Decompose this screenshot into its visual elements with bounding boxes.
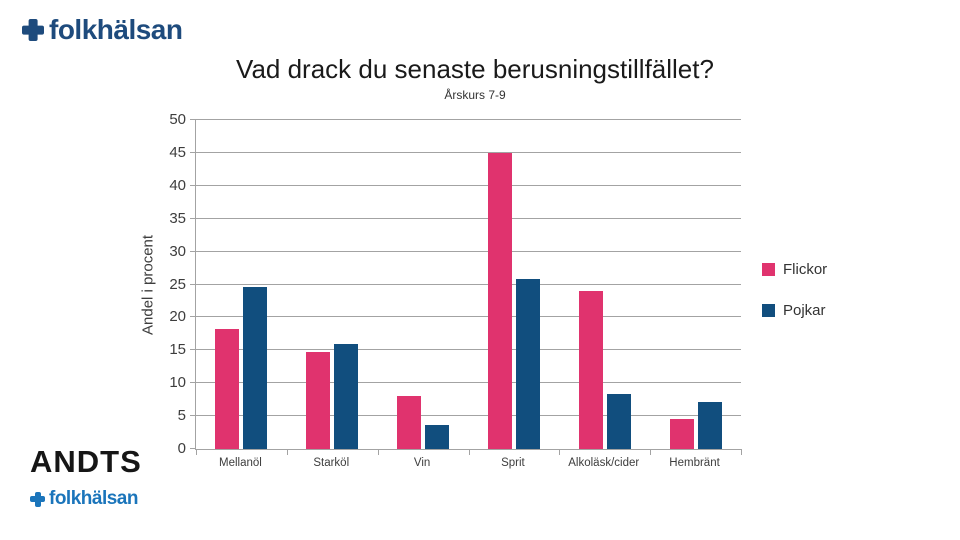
gridline [196, 349, 741, 351]
bar-pojkar-2 [425, 425, 450, 449]
folkhalsan-cross-icon [30, 492, 45, 507]
gridline [196, 151, 741, 153]
bar-flickor-2 [397, 395, 422, 449]
y-tick-label: 40 [169, 176, 186, 194]
andts-logo-text: ANDTS [30, 444, 142, 479]
folkhalsan-logo-text: folkhälsan [49, 488, 138, 509]
bar-group [378, 120, 469, 449]
x-tick-label: Vin [413, 457, 431, 469]
x-tick-label: Hembränt [669, 457, 720, 469]
bar-pojkar-3 [515, 278, 540, 449]
gridline [196, 415, 741, 417]
legend-item: Pojkar [762, 301, 827, 319]
y-tick-labels: 0 5 10 15 20 25 30 35 40 45 50 [128, 111, 186, 457]
y-tick-mark [190, 217, 196, 219]
chart-subtitle: Årskurs 7-9 [444, 88, 506, 102]
gridline [196, 184, 741, 186]
bar-pojkar-1 [334, 344, 359, 449]
y-tick-label: 25 [169, 275, 186, 293]
bar-flickor-1 [306, 352, 331, 449]
legend-item: Flickor [762, 260, 827, 278]
y-tick-label: 50 [169, 111, 186, 128]
y-tick-label: 35 [169, 209, 186, 227]
x-tick-mark [196, 449, 197, 455]
y-tick-label: 0 [177, 440, 186, 457]
folkhalsan-logo: folkhälsan [22, 14, 183, 46]
y-tick-mark [190, 415, 196, 417]
x-tick-mark [741, 449, 742, 455]
gridline [196, 382, 741, 384]
y-tick-mark [190, 151, 196, 153]
bar-flickor-4 [578, 291, 603, 449]
bar-pojkar-0 [243, 287, 268, 449]
y-tick-mark [190, 119, 196, 120]
gridline [196, 250, 741, 252]
y-tick-mark [190, 184, 196, 186]
x-tick-mark [650, 449, 652, 455]
bar-group [287, 120, 378, 449]
x-tick-label: Alkoläsk/cider [568, 457, 640, 469]
bar-flickor-5 [669, 418, 694, 449]
folkhalsan-cross-icon [22, 19, 44, 41]
y-tick-mark [190, 283, 196, 285]
x-tick-label: Sprit [501, 457, 525, 469]
gridline [196, 316, 741, 318]
x-tick-mark [468, 449, 470, 455]
bar-group [196, 120, 287, 449]
x-tick-label: Starköl [313, 457, 350, 469]
bar-group [559, 120, 650, 449]
gridline [196, 283, 741, 285]
legend-label: Pojkar [783, 301, 826, 319]
x-tick-mark [377, 449, 379, 455]
bar-pojkar-5 [697, 401, 722, 449]
y-tick-mark [190, 316, 196, 318]
x-tick-labels: Mellanöl Starköl Vin Sprit Alkoläsk/cider Hem… [195, 457, 740, 469]
y-tick-label: 10 [169, 374, 186, 392]
bar-flickor-0 [215, 328, 240, 449]
y-tick-label: 5 [177, 407, 186, 425]
legend-label: Flickor [783, 260, 828, 278]
plot-area [190, 119, 742, 455]
folkhalsan-logo-text: folkhälsan [49, 14, 183, 45]
y-tick-mark [190, 250, 196, 252]
bar-pojkar-4 [606, 394, 631, 449]
y-tick-mark [190, 448, 196, 449]
gridline [196, 119, 741, 120]
bar-group [650, 120, 741, 449]
legend-swatch-pojkar [762, 303, 775, 317]
footer-folkhalsan-logo: folkhälsan [30, 488, 138, 510]
y-tick-label: 45 [169, 143, 186, 161]
title-block: Vad drack du senaste berusningstillfälle… [0, 54, 950, 102]
y-tick-mark [190, 382, 196, 384]
legend-swatch-flickor [762, 262, 775, 276]
x-tick-mark [286, 449, 288, 455]
gridline [196, 217, 741, 219]
x-tick-label: Mellanöl [219, 457, 262, 469]
y-tick-label: 30 [169, 242, 186, 260]
bar-groups [196, 120, 741, 449]
y-tick-label: 20 [169, 308, 186, 326]
x-tick-mark [559, 449, 561, 455]
legend: Flickor Pojkar [762, 260, 827, 342]
chart-title: Vad drack du senaste berusningstillfälle… [236, 54, 714, 84]
y-tick-mark [190, 349, 196, 351]
bar-group [468, 120, 559, 449]
bar-flickor-3 [487, 152, 512, 449]
y-tick-label: 15 [169, 341, 186, 359]
